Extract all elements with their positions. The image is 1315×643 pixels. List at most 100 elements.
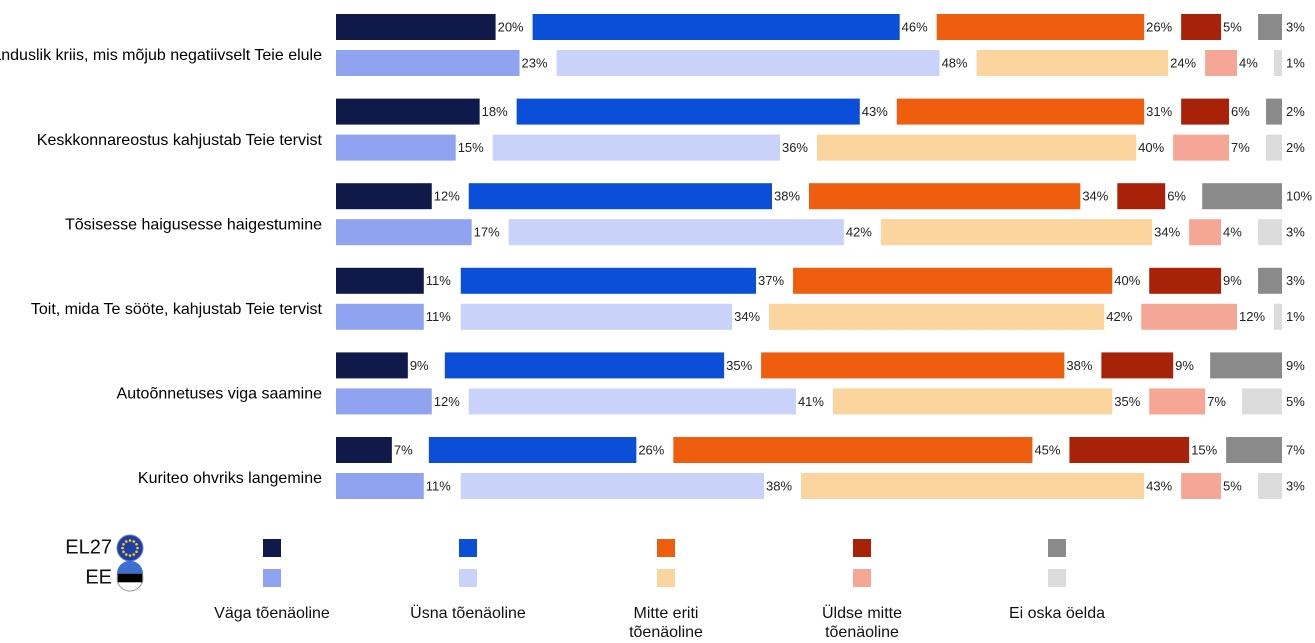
data-label: 34% xyxy=(1082,189,1108,204)
bar-segment xyxy=(1181,473,1222,499)
data-label: 15% xyxy=(458,140,484,155)
bar-segment xyxy=(809,183,1081,210)
eu-star xyxy=(135,542,138,546)
bar-segment xyxy=(1141,303,1238,330)
bar-segment xyxy=(336,219,472,246)
data-label: 24% xyxy=(1170,55,1196,70)
data-label: 40% xyxy=(1138,140,1164,155)
bar-segment xyxy=(769,303,1105,330)
data-label: 11% xyxy=(426,273,451,288)
bar-segment xyxy=(336,352,408,379)
data-label: 42% xyxy=(846,225,872,240)
data-label: 4% xyxy=(1223,225,1242,240)
data-label: 43% xyxy=(862,104,888,119)
data-label: 35% xyxy=(726,358,752,373)
bar-segment xyxy=(336,303,424,330)
data-label: 1% xyxy=(1286,55,1305,70)
bar-segment xyxy=(1266,98,1282,125)
eu-star xyxy=(121,546,124,550)
data-label: 9% xyxy=(410,358,429,373)
bar-segment xyxy=(1274,303,1282,330)
data-label: 36% xyxy=(782,140,808,155)
bar-segment xyxy=(336,134,456,161)
category-label: Keskkonnareostus kahjustab Teie tervist xyxy=(37,132,323,149)
data-label: 5% xyxy=(1223,19,1242,34)
data-label: 34% xyxy=(1154,225,1180,240)
legend-label: Väga tõenäoline xyxy=(214,605,330,622)
data-label: 7% xyxy=(394,442,413,457)
bar-segment xyxy=(1258,219,1282,246)
data-label: 43% xyxy=(1146,478,1172,493)
legend-label: Üsna tõenäoline xyxy=(410,604,526,622)
eu-star xyxy=(135,550,138,554)
bar-segment xyxy=(1258,14,1282,40)
data-label: 9% xyxy=(1286,358,1305,373)
bar-segment xyxy=(508,219,844,246)
data-label: 38% xyxy=(766,478,792,493)
data-label: 3% xyxy=(1286,478,1305,493)
data-label: 37% xyxy=(758,273,784,288)
data-label: 46% xyxy=(902,19,928,34)
bar-segment xyxy=(1101,352,1174,379)
data-label: 7% xyxy=(1231,140,1250,155)
data-label: 3% xyxy=(1286,19,1305,34)
legend-label: Ei oska öelda xyxy=(1009,605,1105,622)
data-label: 2% xyxy=(1286,104,1305,119)
bar-segment xyxy=(336,473,424,499)
data-label: 10% xyxy=(1286,189,1312,204)
data-label: 40% xyxy=(1114,273,1140,288)
bar-segment xyxy=(336,183,432,210)
bar-segment xyxy=(1069,437,1190,463)
data-label: 42% xyxy=(1106,309,1132,324)
eu-flag-icon xyxy=(116,534,144,562)
data-label: 2% xyxy=(1286,140,1305,155)
bar-segment xyxy=(761,352,1065,379)
data-label: 38% xyxy=(774,189,800,204)
data-label: 41% xyxy=(798,394,824,409)
data-label: 38% xyxy=(1066,358,1092,373)
bar-segment xyxy=(1266,134,1282,161)
bar-segment xyxy=(556,50,940,76)
data-label: 12% xyxy=(434,189,460,204)
bar-segment xyxy=(832,388,1113,415)
bar-segment xyxy=(336,14,496,40)
data-label: 6% xyxy=(1167,189,1186,204)
category-label: Toit, mida Te sööte, kahjustab Teie terv… xyxy=(31,301,323,318)
legend-swatch xyxy=(853,569,871,587)
bar-segment xyxy=(936,14,1145,40)
legend-swatch xyxy=(263,569,281,587)
data-label: 11% xyxy=(426,478,451,493)
bar-segment xyxy=(673,437,1033,463)
bar-segment xyxy=(1258,267,1282,294)
eu-star xyxy=(136,546,139,550)
bar-segment xyxy=(492,134,780,161)
legend-label: Mitte eriti tõenäoline xyxy=(629,605,703,641)
bar-segment xyxy=(468,388,796,415)
legend-swatch xyxy=(263,539,281,557)
bar-segment xyxy=(880,219,1153,246)
bar-segment xyxy=(336,388,432,415)
bar-segment xyxy=(1117,183,1166,210)
bar-segment xyxy=(1210,352,1282,379)
bar-segment xyxy=(1181,98,1230,125)
legend-swatch xyxy=(459,539,477,557)
legend-label: Üldse mitte tõenäoline xyxy=(822,604,902,641)
country-label: EL27 xyxy=(65,536,112,558)
data-label: 26% xyxy=(1146,19,1172,34)
flag-stripe-black xyxy=(117,573,143,583)
bar-segment xyxy=(896,98,1145,125)
country-label: EE xyxy=(85,566,112,588)
legend-swatch xyxy=(1048,539,1066,557)
bar-segment xyxy=(444,352,725,379)
legend-swatch xyxy=(1048,569,1066,587)
bar-segment xyxy=(1149,267,1222,294)
data-label: 3% xyxy=(1286,225,1305,240)
eu-star xyxy=(132,553,136,556)
eu-star xyxy=(124,553,128,556)
bar-segment xyxy=(816,134,1137,161)
data-label: 7% xyxy=(1286,442,1305,457)
data-label: 7% xyxy=(1207,394,1226,409)
data-label: 18% xyxy=(482,104,508,119)
data-label: 17% xyxy=(474,225,500,240)
data-label: 1% xyxy=(1286,309,1305,324)
